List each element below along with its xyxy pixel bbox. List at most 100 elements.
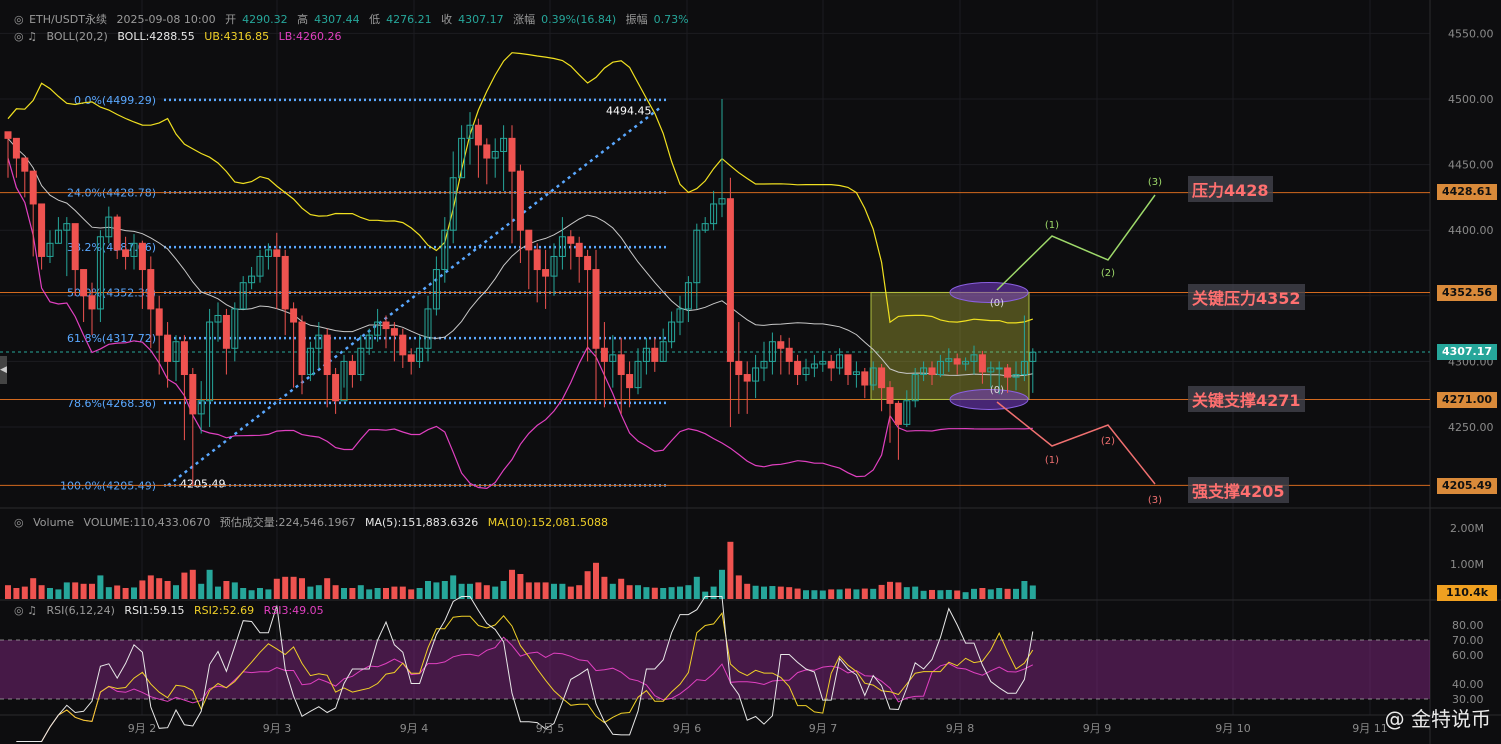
volume-bar [912, 586, 919, 599]
candle-body [340, 360, 348, 402]
candle-body [281, 255, 289, 310]
candle-body [592, 269, 600, 349]
volume-bar [215, 586, 221, 599]
volume-estimate: 预估成交量:224,546.1967 [219, 516, 356, 529]
volume-bar [383, 588, 389, 599]
volume-label[interactable]: Volume [33, 516, 75, 529]
candle-body [600, 347, 608, 362]
callout-strong-support: 强支撑4205 [1188, 477, 1289, 503]
volume-bar [63, 582, 70, 599]
volume-ma10: MA(10):152,081.5088 [487, 516, 609, 529]
candle-body [1029, 351, 1037, 362]
wave-label: (1) [1045, 455, 1059, 466]
volume-bar [450, 575, 457, 599]
volume-bar [618, 578, 625, 599]
volume-bar [794, 588, 801, 599]
x-tick-label: 9月 4 [400, 722, 429, 735]
collapse-left-icon[interactable]: ◀ [0, 356, 7, 384]
candle-body [567, 236, 575, 244]
candle-body [180, 341, 188, 376]
volume-bar [710, 586, 717, 599]
candle-body [936, 360, 944, 376]
volume-tick-label: 2.00M [1450, 522, 1484, 535]
candle-body [516, 170, 524, 231]
volume-bar [509, 569, 515, 599]
swing-high-label: 4494.45 [606, 104, 652, 117]
x-tick-label: 9月 9 [1083, 722, 1112, 735]
high-label: 高 [297, 13, 309, 26]
candle-body [760, 360, 768, 369]
candle-body [634, 360, 642, 389]
candle-body [617, 354, 625, 376]
candle-body [323, 334, 331, 376]
volume-bar [248, 590, 255, 599]
volume-bar [777, 586, 784, 599]
candle-body [676, 308, 684, 323]
boll-mid: BOLL:4288.55 [117, 30, 195, 43]
candle-body [550, 255, 558, 277]
candle-body [399, 334, 407, 356]
boll-label[interactable]: BOLL(20,2) [46, 30, 108, 43]
volume-bar [492, 586, 499, 599]
candle-body [1012, 374, 1020, 378]
bell-icon[interactable]: ◎ ♫ [14, 30, 37, 43]
fib-level-label: 61.8%(4317.72) [67, 332, 156, 345]
volume-bar [903, 587, 910, 599]
volume-value: VOLUME:110,433.0670 [83, 516, 211, 529]
volume-eye-icon[interactable]: ◎ [14, 516, 24, 529]
volume-bar [861, 588, 868, 599]
candle-body [189, 374, 197, 415]
y-tick-label: 4400.00 [1448, 224, 1494, 237]
candle-body [348, 360, 356, 376]
candle-body [29, 170, 37, 205]
volume-bar [189, 569, 196, 599]
rsi-header: ◎ ♫ RSI(6,12,24) RSI1:59.15 RSI2:52.69 R… [14, 604, 330, 617]
volume-bar [55, 589, 62, 599]
volume-bar [441, 581, 448, 599]
volume-bar [139, 580, 146, 599]
candle-body [626, 374, 634, 389]
price-box-4428: 4428.61 [1437, 184, 1497, 200]
candle-body [718, 198, 726, 205]
volume-bar [761, 586, 767, 599]
boll-upper-band [7, 52, 1033, 324]
y-tick-label: 4250.00 [1448, 421, 1494, 434]
volume-bar [643, 587, 650, 599]
volume-bar [408, 589, 415, 599]
volume-bar [147, 575, 154, 599]
candle-body [390, 328, 398, 336]
candle-body [894, 402, 902, 425]
candle-body [945, 358, 953, 362]
x-tick-label: 9月 6 [673, 722, 702, 735]
volume-bar [1013, 588, 1019, 599]
rsi-tick-label: 40.00 [1452, 678, 1484, 691]
candle-body [306, 347, 314, 376]
candle-body [365, 334, 373, 349]
candle-body [978, 354, 986, 373]
candle-body [810, 363, 818, 369]
consolidation-zone [870, 281, 1030, 410]
volume-bar [551, 583, 557, 599]
high-value: 4307.44 [314, 13, 360, 26]
candle-body [4, 131, 12, 139]
candle-body [357, 347, 365, 376]
symbol[interactable]: ETH/USDT永续 [29, 13, 107, 26]
volume-bar [836, 589, 843, 599]
candle-body [743, 374, 751, 382]
candle-body [928, 367, 936, 376]
candle-body [432, 269, 440, 310]
volume-bar [786, 587, 793, 599]
volume-bar [131, 587, 137, 599]
volume-bar [164, 581, 171, 599]
rsi-eye-icon[interactable]: ◎ ♫ [14, 604, 37, 617]
candle-body [970, 354, 978, 362]
x-tick-label: 9月 8 [946, 722, 975, 735]
candle-body [684, 282, 692, 310]
candle-body [88, 295, 96, 310]
volume-ma5: MA(5):151,883.6326 [364, 516, 479, 529]
rsi-label[interactable]: RSI(6,12,24) [46, 604, 115, 617]
boll-header: ◎ ♫ BOLL(20,2) BOLL:4288.55 UB:4316.85 L… [14, 30, 347, 43]
volume-bar [668, 587, 675, 599]
wave-label: (0) [990, 298, 1004, 309]
volume-bar [811, 590, 818, 599]
